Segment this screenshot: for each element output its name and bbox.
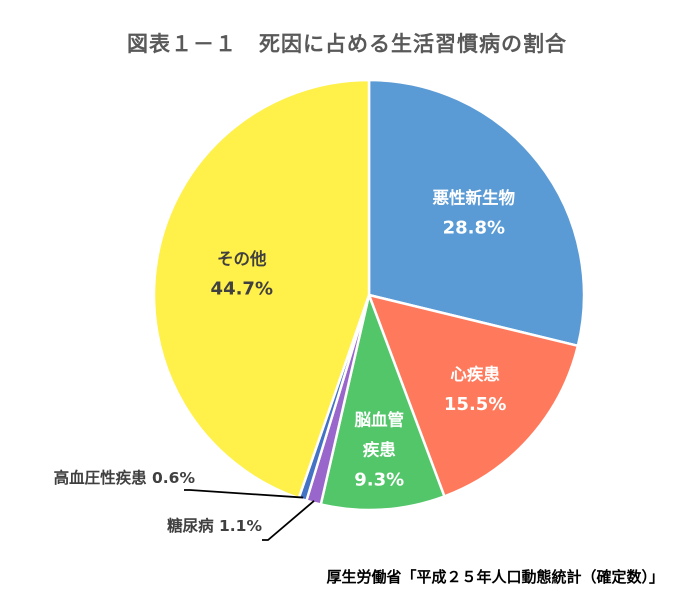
slice-label-5: 高血圧性疾患 0.6% xyxy=(54,468,196,487)
leader-lines xyxy=(184,489,315,541)
slice-label-3: 脳血管 xyxy=(354,409,404,429)
leader-line-4 xyxy=(262,500,315,541)
pie-slice-6 xyxy=(152,78,371,500)
pie-slice-1 xyxy=(367,78,586,348)
slice-label-1: 悪性新生物 xyxy=(433,188,516,208)
chart-source: 厚生労働省「平成２５年人口動態統計（確定数）」 xyxy=(326,568,664,586)
slice-label-2: 心疾患 xyxy=(450,364,500,384)
pie-slices xyxy=(152,78,586,512)
slice-value-6: 44.7% xyxy=(211,279,273,300)
chart-title: 図表１－１ 死因に占める生活習慣病の割合 xyxy=(127,32,567,56)
slice-label-3: 疾患 xyxy=(363,439,397,459)
pie-slice-3 xyxy=(319,293,446,512)
slice-label-6: その他 xyxy=(217,249,267,269)
slice-value-3: 9.3% xyxy=(354,469,404,490)
slice-value-1: 28.8% xyxy=(443,218,505,239)
slice-value-2: 15.5% xyxy=(444,394,506,415)
pie-slice-2 xyxy=(367,293,580,498)
slice-label-4: 糖尿病 1.1% xyxy=(167,516,262,535)
leader-line-5 xyxy=(184,489,304,499)
